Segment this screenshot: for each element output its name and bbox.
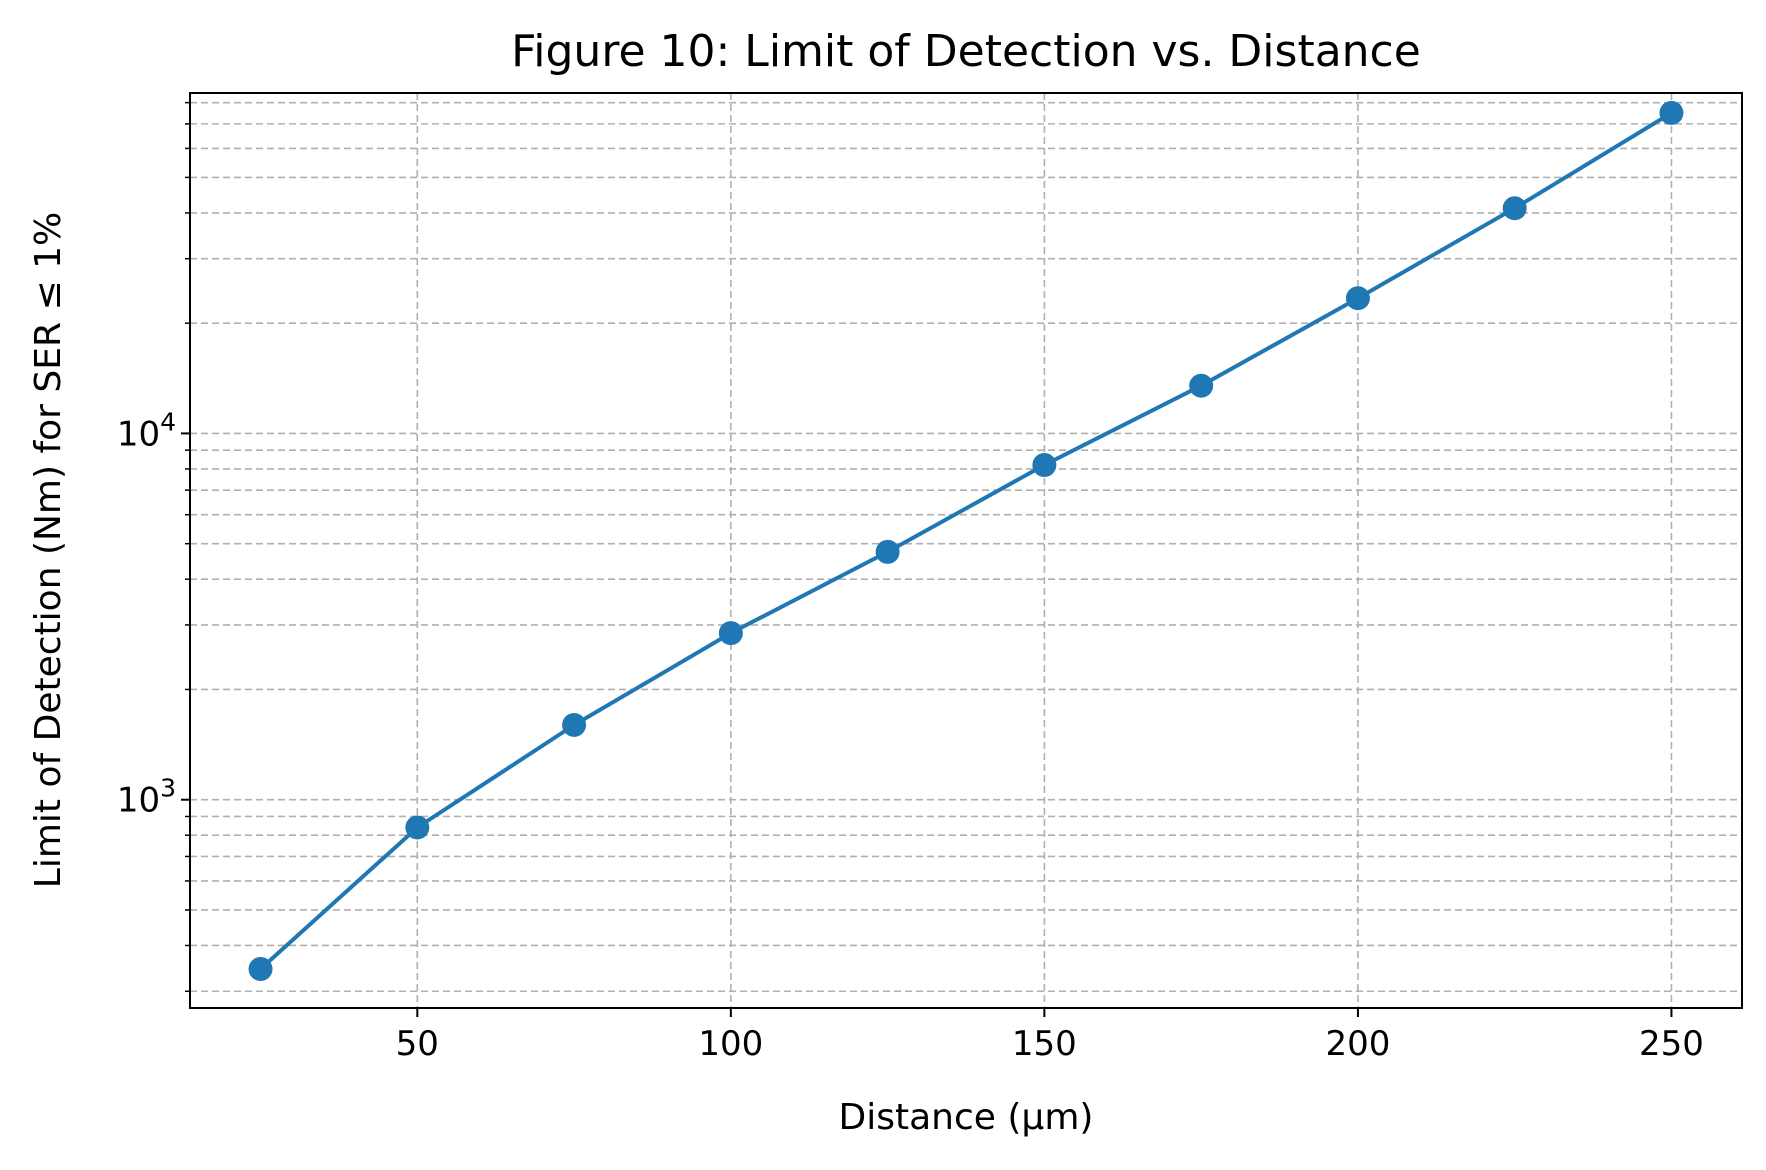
- series-layer: [248, 100, 1684, 982]
- y-tick-label-base: 10: [117, 781, 160, 821]
- y-tick-label: 103: [117, 774, 176, 821]
- x-tick-label: 50: [396, 1024, 439, 1064]
- data-point-marker: [405, 815, 430, 840]
- x-axis-label: Distance (µm): [839, 1097, 1094, 1138]
- data-point-marker: [1502, 196, 1527, 221]
- data-point-marker: [1345, 286, 1370, 311]
- grid-layer: [190, 93, 1742, 1008]
- y-tick-label-base: 10: [117, 414, 160, 454]
- x-tick-label: 200: [1325, 1024, 1390, 1064]
- x-tick-label: 100: [698, 1024, 763, 1064]
- y-tick-label-exponent: 3: [160, 774, 176, 803]
- x-tick-label: 250: [1639, 1024, 1704, 1064]
- series-line: [259, 111, 1673, 971]
- y-tick-label: 104: [117, 407, 176, 454]
- data-point-marker: [875, 539, 900, 564]
- x-tick-label: 150: [1012, 1024, 1077, 1064]
- chart-title: Figure 10: Limit of Detection vs. Distan…: [511, 26, 1421, 77]
- data-point-marker: [562, 712, 587, 737]
- x-axis-ticks: 50 100 150 200 250: [396, 1008, 1704, 1064]
- data-point-marker: [1032, 453, 1057, 478]
- data-point-marker: [1189, 373, 1214, 398]
- y-tick-label-exponent: 4: [160, 407, 176, 436]
- plot-area-frame: [189, 92, 1743, 1009]
- y-axis-label: Limit of Detection (Nm) for SER ≤ 1%: [28, 212, 69, 888]
- data-point-marker: [248, 957, 273, 982]
- data-point-marker: [718, 621, 743, 646]
- data-point-marker: [1659, 100, 1684, 125]
